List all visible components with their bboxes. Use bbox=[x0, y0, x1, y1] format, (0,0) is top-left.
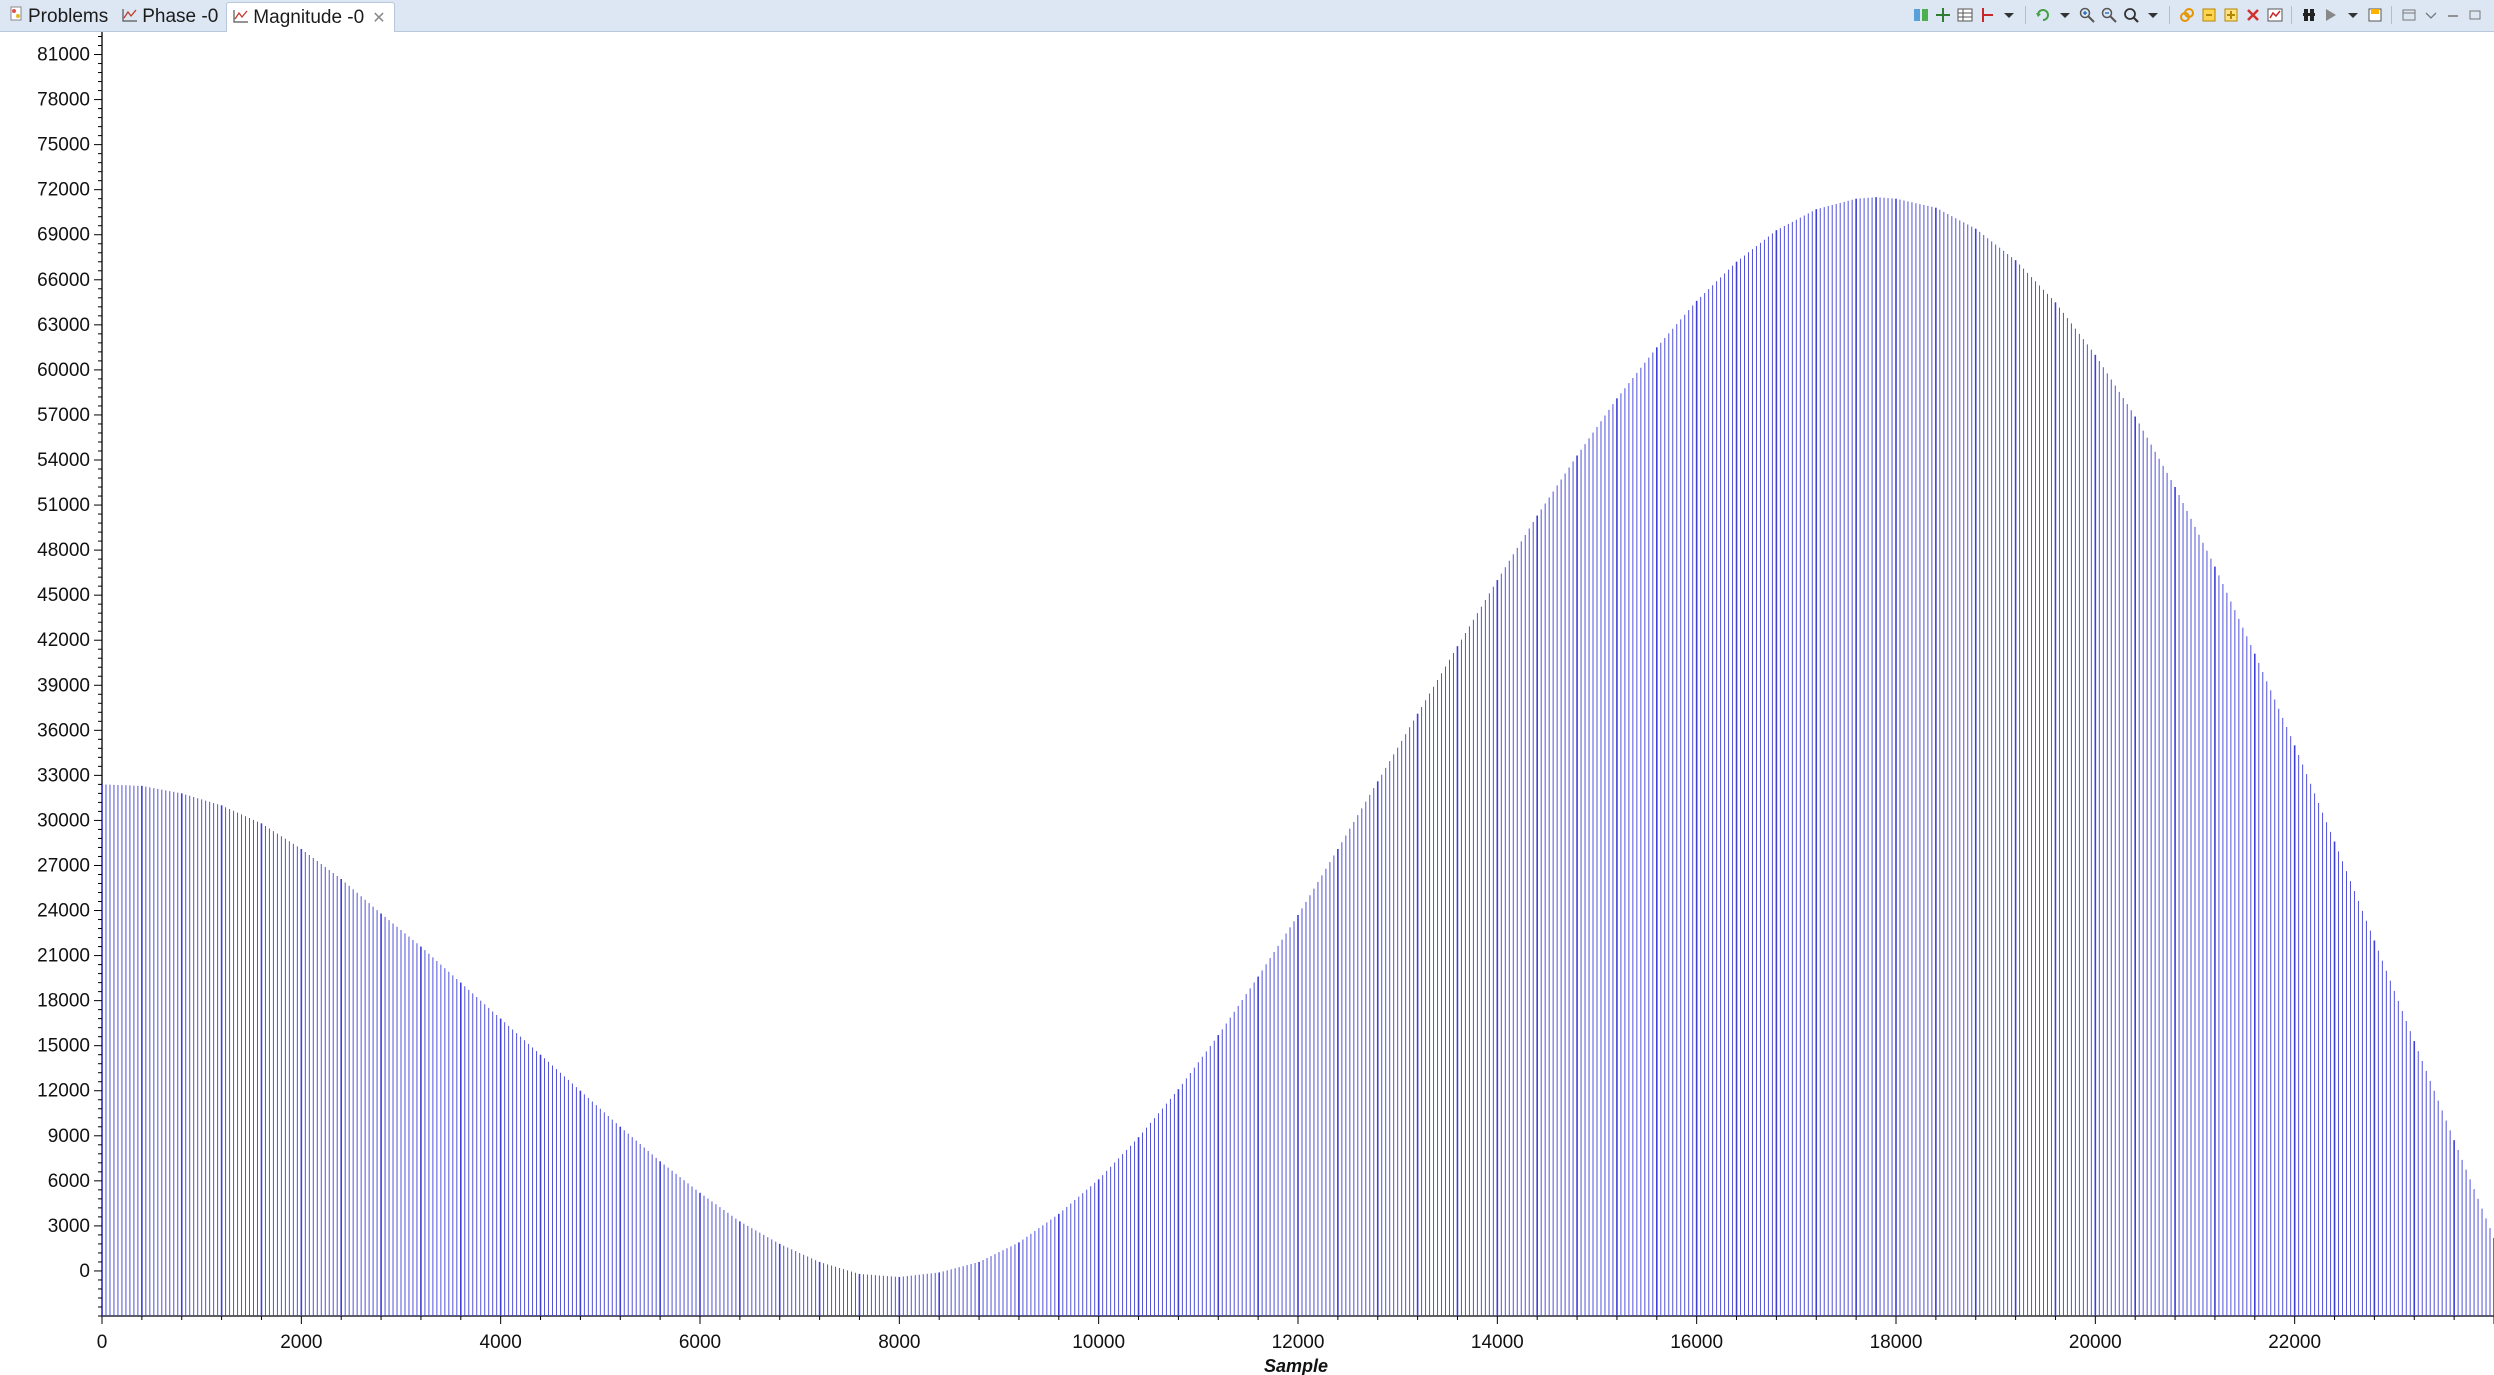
y-tick-label: 36000 bbox=[37, 720, 90, 741]
y-tick-label: 12000 bbox=[37, 1081, 90, 1102]
pin-icon[interactable] bbox=[2299, 6, 2318, 25]
x-tick-label: 4000 bbox=[480, 1332, 522, 1353]
x-tick-label: 8000 bbox=[878, 1332, 920, 1353]
y-tick-label: 45000 bbox=[37, 585, 90, 606]
grid-icon[interactable] bbox=[1933, 6, 1952, 25]
dropdown-icon[interactable] bbox=[2343, 6, 2362, 25]
dropdown-icon[interactable] bbox=[2055, 6, 2074, 25]
graph-icon bbox=[122, 6, 138, 28]
toolbar-separator bbox=[2291, 6, 2292, 24]
y-tick-label: 6000 bbox=[48, 1171, 90, 1192]
x-axis-label: Sample bbox=[1264, 1356, 1328, 1375]
y-tick-label: 66000 bbox=[37, 270, 90, 291]
zoom-out-icon[interactable] bbox=[2099, 6, 2118, 25]
view-menu-icon[interactable] bbox=[2421, 6, 2440, 25]
close-icon[interactable]: ✕ bbox=[372, 9, 386, 27]
tab-problems[interactable]: Problems bbox=[4, 2, 116, 32]
y-tick-label: 48000 bbox=[37, 540, 90, 561]
tab-label: Magnitude -0 bbox=[253, 6, 365, 28]
y-tick-label: 81000 bbox=[37, 45, 90, 66]
maximize-icon[interactable] bbox=[2465, 6, 2484, 25]
tab-list: Problems Phase -0 Magnitude -0 ✕ bbox=[4, 2, 395, 32]
columns-icon[interactable] bbox=[1911, 6, 1930, 25]
x-tick-label: 6000 bbox=[679, 1332, 721, 1353]
tab-magnitude[interactable]: Magnitude -0 ✕ bbox=[226, 2, 395, 32]
cursor-icon[interactable] bbox=[1977, 6, 1996, 25]
y-tick-label: 15000 bbox=[37, 1036, 90, 1057]
import-icon[interactable] bbox=[2221, 6, 2240, 25]
y-tick-label: 24000 bbox=[37, 901, 90, 922]
x-tick-label: 0 bbox=[97, 1332, 108, 1353]
x-tick-label: 10000 bbox=[1072, 1332, 1125, 1353]
y-tick-label: 72000 bbox=[37, 180, 90, 201]
chart-bars bbox=[101, 197, 2494, 1316]
y-tick-label: 63000 bbox=[37, 315, 90, 336]
toolbar-separator bbox=[2169, 6, 2170, 24]
zoom-reset-icon[interactable] bbox=[2121, 6, 2140, 25]
chart-ticks: 0 3000 6000 9000 12000 15000 18000 21000 24000 27… bbox=[37, 36, 2494, 1353]
y-tick-label: 27000 bbox=[37, 855, 90, 876]
y-tick-label: 75000 bbox=[37, 135, 90, 156]
y-tick-label: 30000 bbox=[37, 810, 90, 831]
minimize-icon[interactable] bbox=[2443, 6, 2462, 25]
y-tick-label: 33000 bbox=[37, 765, 90, 786]
data-icon[interactable] bbox=[2265, 6, 2284, 25]
export-icon[interactable] bbox=[2199, 6, 2218, 25]
graph-toolbar bbox=[1911, 2, 2484, 28]
y-tick-label: 42000 bbox=[37, 630, 90, 651]
tab-phase[interactable]: Phase -0 bbox=[116, 2, 226, 32]
toolbar-separator bbox=[2391, 6, 2392, 24]
y-tick-label: 0 bbox=[79, 1261, 90, 1282]
x-tick-label: 14000 bbox=[1471, 1332, 1524, 1353]
link-icon[interactable] bbox=[2177, 6, 2196, 25]
table-icon[interactable] bbox=[1955, 6, 1974, 25]
x-tick-label: 22000 bbox=[2268, 1332, 2321, 1353]
y-tick-label: 21000 bbox=[37, 946, 90, 967]
refresh-icon[interactable] bbox=[2033, 6, 2052, 25]
editor-tab-bar: Problems Phase -0 Magnitude -0 ✕ bbox=[0, 0, 2494, 32]
y-tick-label: 57000 bbox=[37, 405, 90, 426]
y-tick-label: 54000 bbox=[37, 450, 90, 471]
tab-label: Problems bbox=[28, 6, 109, 27]
y-tick-label: 9000 bbox=[48, 1126, 90, 1147]
x-tick-label: 18000 bbox=[1870, 1332, 1923, 1353]
save-icon[interactable] bbox=[2365, 6, 2384, 25]
y-tick-label: 60000 bbox=[37, 360, 90, 381]
x-tick-label: 12000 bbox=[1272, 1332, 1325, 1353]
x-tick-label: 20000 bbox=[2069, 1332, 2122, 1353]
y-tick-label: 3000 bbox=[48, 1216, 90, 1237]
graph-icon bbox=[233, 7, 249, 29]
delete-icon[interactable] bbox=[2243, 6, 2262, 25]
tab-label: Phase -0 bbox=[142, 6, 219, 27]
y-tick-label: 18000 bbox=[37, 991, 90, 1012]
x-tick-label: 2000 bbox=[280, 1332, 322, 1353]
y-tick-label: 69000 bbox=[37, 225, 90, 246]
play-icon[interactable] bbox=[2321, 6, 2340, 25]
y-tick-label: 78000 bbox=[37, 90, 90, 111]
magnitude-chart[interactable]: 0 3000 6000 9000 12000 15000 18000 21000 24000 27… bbox=[0, 32, 2494, 1375]
y-tick-label: 39000 bbox=[37, 675, 90, 696]
dropdown-icon[interactable] bbox=[1999, 6, 2018, 25]
zoom-in-icon[interactable] bbox=[2077, 6, 2096, 25]
layout-icon[interactable] bbox=[2399, 6, 2418, 25]
dropdown-icon[interactable] bbox=[2143, 6, 2162, 25]
toolbar-separator bbox=[2025, 6, 2026, 24]
y-tick-label: 51000 bbox=[37, 495, 90, 516]
problems-icon bbox=[10, 6, 24, 28]
x-tick-label: 16000 bbox=[1670, 1332, 1723, 1353]
